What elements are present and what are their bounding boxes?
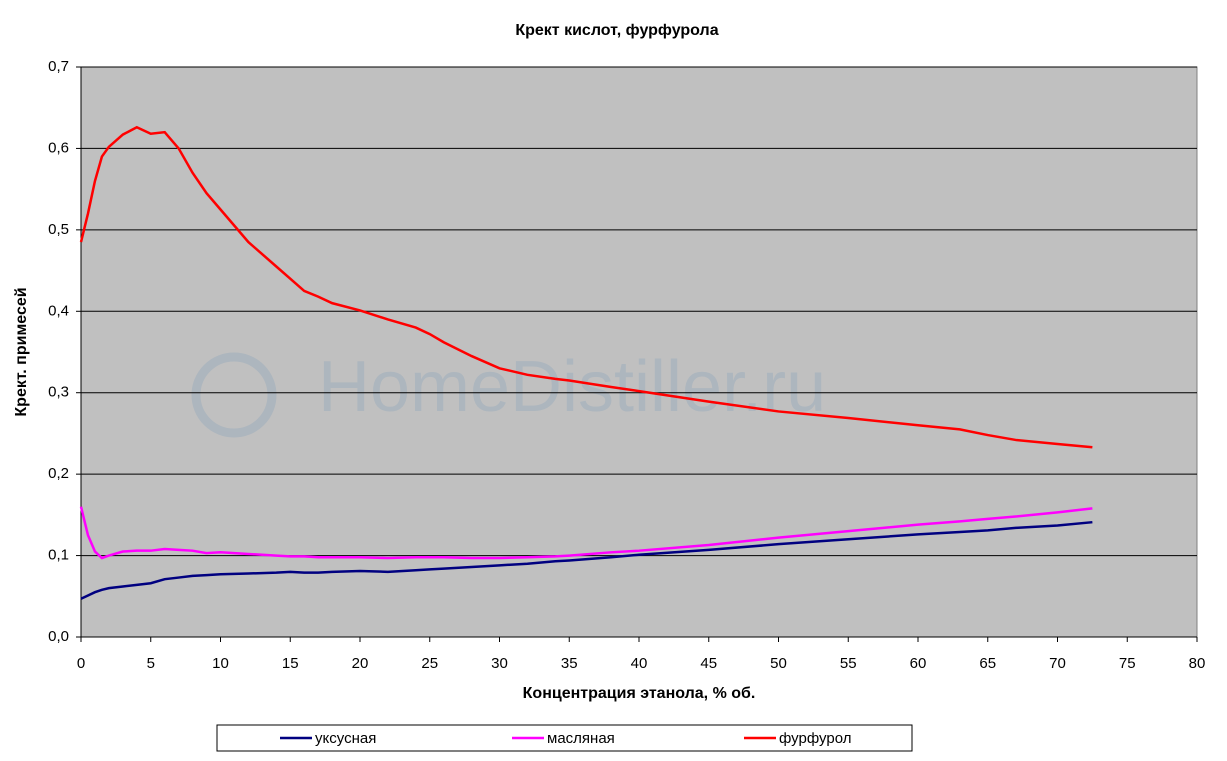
y-tick-label: 0,5 [48,221,69,238]
chart-title: Крект кислот, фурфурола [515,22,718,39]
x-tick-label: 75 [1119,655,1136,672]
y-tick-label: 0,6 [48,139,69,156]
y-tick-label: 0,1 [48,547,69,564]
x-tick-label: 50 [770,655,787,672]
x-tick-label: 80 [1189,655,1206,672]
y-tick-label: 0,7 [48,58,69,75]
y-tick-label: 0,3 [48,384,69,401]
plot-area [80,66,1198,638]
legend-label: фурфурол [779,730,851,747]
x-tick-label: 0 [77,655,85,672]
watermark: HomeDistiller.ru [318,347,826,427]
watermark-icon [191,352,277,438]
y-tick-label: 0,4 [48,302,69,319]
x-axis-label: Концентрация этанола, % об. [523,685,756,702]
x-tick-label: 70 [1049,655,1066,672]
x-tick-label: 10 [212,655,229,672]
x-tick-label: 30 [491,655,508,672]
x-tick-label: 45 [700,655,717,672]
x-tick-label: 5 [147,655,155,672]
legend-label: уксусная [315,730,376,747]
x-tick-label: 40 [631,655,648,672]
x-tick-label: 25 [421,655,438,672]
series-line [79,506,1093,560]
y-tick-label: 0,2 [48,465,69,482]
x-tick-label: 60 [910,655,927,672]
x-tick-label: 35 [561,655,578,672]
x-tick-label: 20 [352,655,369,672]
x-tick-label: 15 [282,655,299,672]
x-tick-label: 55 [840,655,857,672]
x-tick-label: 65 [979,655,996,672]
y-tick-label: 0,0 [48,628,69,645]
y-axis-label: Крект. примесей [13,287,30,416]
series-line [80,520,1093,600]
legend [216,724,913,752]
series-line [79,125,1093,449]
legend-label: масляная [547,730,615,747]
